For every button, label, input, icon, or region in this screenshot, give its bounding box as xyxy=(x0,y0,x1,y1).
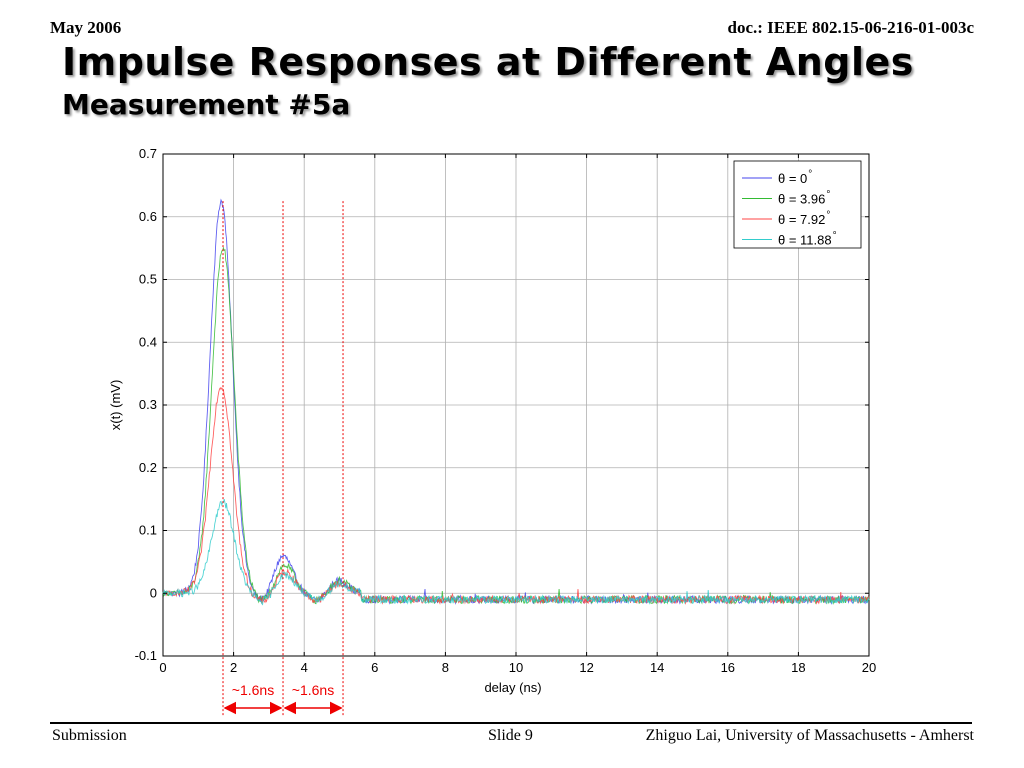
legend-degree-mark: ° xyxy=(808,169,812,180)
y-tick-label: -0.1 xyxy=(135,648,157,663)
legend-entry: θ = 3.96 xyxy=(778,192,825,207)
y-tick-label: 0.7 xyxy=(139,146,157,161)
x-tick-label: 2 xyxy=(230,660,237,675)
y-tick-label: 0.5 xyxy=(139,272,157,287)
y-tick-label: 0 xyxy=(150,585,157,600)
y-tick-label: 0.2 xyxy=(139,460,157,475)
y-tick-label: 0.3 xyxy=(139,397,157,412)
legend-degree-mark: ° xyxy=(833,231,837,242)
slide-title: Impulse Responses at Different Angles xyxy=(62,40,914,84)
x-tick-label: 16 xyxy=(721,660,735,675)
x-tick-label: 18 xyxy=(791,660,805,675)
x-tick-label: 12 xyxy=(579,660,593,675)
x-tick-label: 4 xyxy=(301,660,308,675)
x-tick-label: 14 xyxy=(650,660,664,675)
x-tick-label: 20 xyxy=(862,660,876,675)
legend-degree-mark: ° xyxy=(826,210,830,221)
footer-submission: Submission xyxy=(52,727,127,744)
header-date: May 2006 xyxy=(50,18,122,37)
footer-divider xyxy=(50,722,972,724)
slide-subtitle: Measurement #5a xyxy=(62,88,351,121)
chart-legend: θ = 0 °θ = 3.96 °θ = 7.92 °θ = 11.88 ° xyxy=(733,160,862,249)
x-tick-label: 8 xyxy=(442,660,449,675)
delay-label: ~1.6ns xyxy=(292,682,334,698)
series-line xyxy=(162,498,870,606)
x-tick-label: 10 xyxy=(509,660,523,675)
x-tick-label: 6 xyxy=(371,660,378,675)
y-axis-label: x(t) (mV) xyxy=(108,380,123,431)
axis-ticks: 0 2 4 6 8 10 12 14 16 18 20-0.100.10.20.30.40.50.6… xyxy=(135,146,877,675)
legend-entry: θ = 7.92 xyxy=(778,212,825,227)
footer-slide-number: Slide 9 xyxy=(488,727,533,744)
x-tick-label: 0 xyxy=(159,660,166,675)
series-layer xyxy=(162,198,870,606)
header-doc-id: doc.: IEEE 802.15-06-216-01-003c xyxy=(727,18,974,37)
y-tick-label: 0.6 xyxy=(139,209,157,224)
legend-box xyxy=(733,160,862,249)
series-line xyxy=(162,246,870,605)
legend-entry: θ = 11.88 xyxy=(778,233,832,248)
legend-entry: θ = 0 xyxy=(778,171,807,186)
y-tick-label: 0.1 xyxy=(139,523,157,538)
delay-label: ~1.6ns xyxy=(232,682,274,698)
x-axis-label: delay (ns) xyxy=(484,680,541,695)
y-tick-label: 0.4 xyxy=(139,334,157,349)
legend-degree-mark: ° xyxy=(826,190,830,201)
delay-annotations: ~1.6ns ~1.6ns xyxy=(222,201,344,716)
footer-author: Zhiguo Lai, University of Massachusetts … xyxy=(645,727,974,744)
